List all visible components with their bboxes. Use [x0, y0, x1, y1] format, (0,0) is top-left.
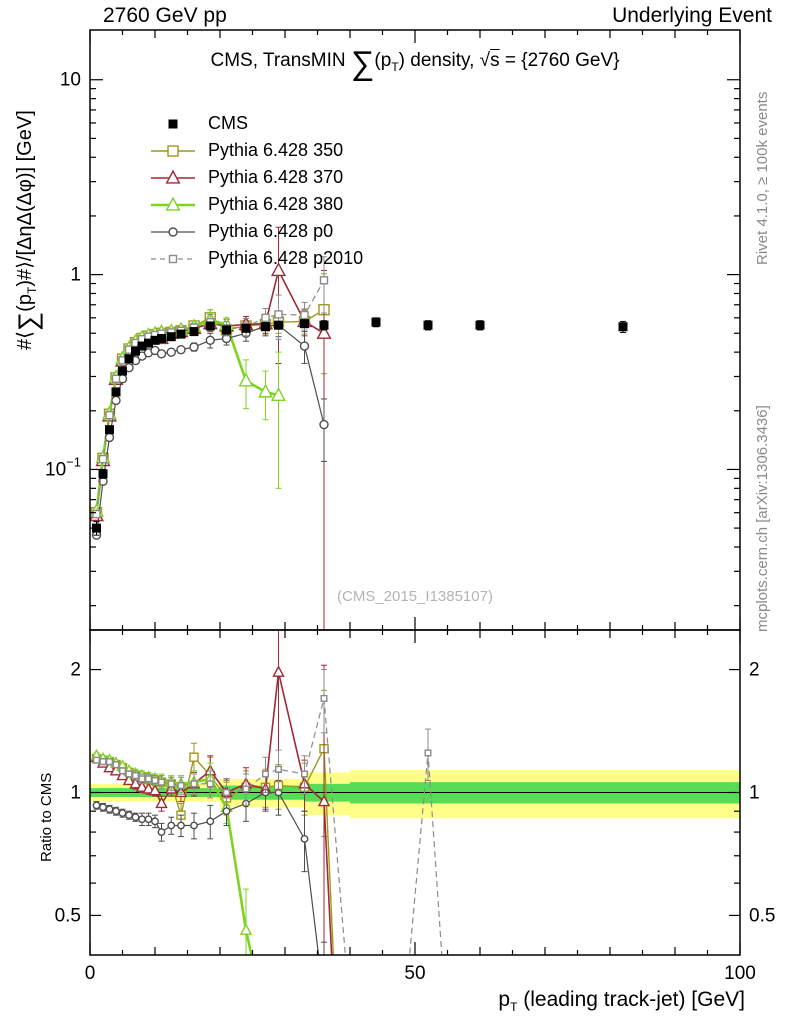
y-tick-label: 10: [60, 70, 81, 91]
ratio-uncertainty-bands: [90, 770, 740, 819]
y-tick-label: 1: [70, 265, 81, 286]
legend-label: CMS: [208, 113, 248, 133]
legend-item-cms: CMS: [150, 110, 363, 137]
analysis-category-label: Underlying Event: [612, 4, 772, 27]
legend-marker-cms-icon: [168, 119, 178, 128]
legend-marker-p2010-icon: [151, 254, 195, 263]
x-tick-label: 100: [724, 963, 756, 984]
legend-item-p2010: Pythia 6.428 p2010: [150, 245, 363, 272]
x-tick-label: 0: [85, 963, 96, 984]
beam-energy-label: 2760 GeV pp: [103, 4, 227, 27]
legend-marker-p350-icon: [151, 144, 195, 157]
title-energy: = {2760 GeV}: [499, 50, 620, 71]
ratio-axis-label: Ratio to CMS: [38, 772, 55, 862]
legend-label: Pythia 6.428 p2010: [208, 248, 364, 268]
legend-item-p370: Pythia 6.428 370: [150, 164, 363, 191]
ratio-tick-label-left: 2: [70, 660, 81, 681]
analysis-id-watermark: (CMS_2015_I1385107): [337, 588, 493, 605]
legend-marker-p380-icon: [151, 196, 195, 211]
ratio-tick-label-right: 1: [749, 783, 760, 804]
legend: CMS Pythia 6.428 350 Pythia 6.428 370 Pythi…: [150, 110, 363, 272]
legend-marker-p370-icon: [151, 169, 195, 184]
sqrt-arg: s: [490, 50, 500, 71]
sum-symbol-small: ∑: [13, 311, 43, 332]
legend-label: Pythia 6.428 p0: [208, 221, 334, 241]
title-mid: ) density,: [398, 50, 480, 71]
ratio-tick-label-right: 0.5: [749, 905, 775, 926]
sum-symbol: ∑: [350, 44, 375, 81]
x-axis-label: pT (leading track-jet) [GeV]: [498, 988, 745, 1015]
legend-marker-p0-icon: [151, 226, 195, 237]
ratio-tick-label-left: 0.5: [55, 905, 81, 926]
y-axis-label: #⟨∑(pT)#⟩/[ΔηΔ(Δφ)] [GeV]: [13, 110, 43, 350]
legend-label: Pythia 6.428 380: [208, 194, 344, 214]
title-prefix: CMS, TransMIN: [210, 50, 351, 71]
title-pt: (p: [374, 50, 392, 71]
rivet-version-caption: Rivet 4.1.0, ≥ 100k events: [754, 91, 771, 265]
top-panel-data: [90, 226, 628, 630]
legend-label: Pythia 6.428 370: [208, 167, 344, 187]
legend-label: Pythia 6.428 350: [208, 140, 344, 160]
ratio-tick-label-right: 2: [749, 660, 760, 681]
x-tick-label: 50: [404, 963, 425, 984]
title-pt-sub: T: [391, 59, 399, 74]
mcplots-arxiv-caption: mcplots.cern.ch [arXiv:1306.3436]: [754, 405, 771, 632]
ratio-tick-label-left: 1: [70, 783, 81, 804]
sqrt-symbol: √: [479, 50, 491, 71]
y-tick-label: 10−1: [45, 454, 81, 480]
legend-item-p350: Pythia 6.428 350: [150, 137, 363, 164]
legend-item-p0: Pythia 6.428 p0: [150, 218, 363, 245]
panel-title: CMS, TransMIN ∑(pT) density, √s = {2760 …: [90, 44, 740, 82]
ratio-panel-data: [90, 630, 443, 955]
legend-item-p380: Pythia 6.428 380: [150, 191, 363, 218]
